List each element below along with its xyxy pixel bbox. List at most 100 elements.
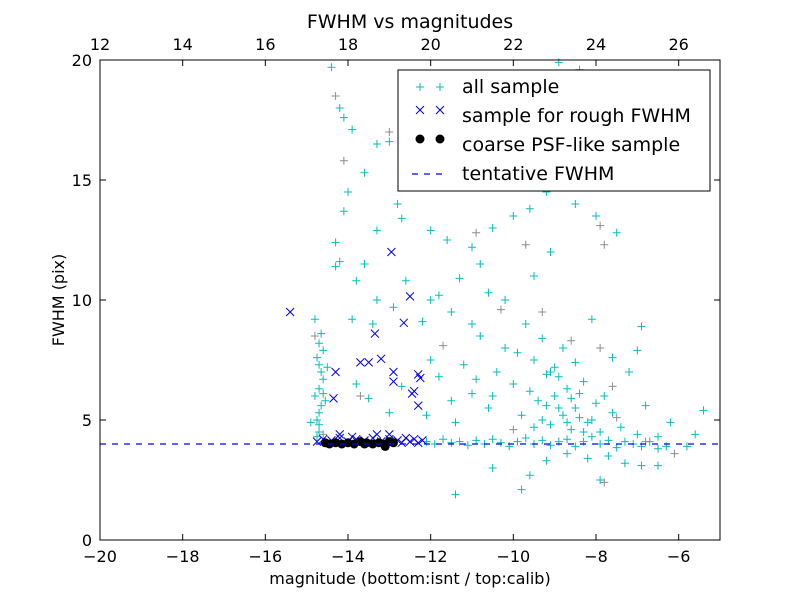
data-point — [575, 413, 584, 422]
y-tick-label: 15 — [72, 171, 92, 190]
legend-label-rough-fwhm: sample for rough FWHM — [462, 105, 691, 127]
data-point — [317, 401, 326, 410]
data-point — [534, 396, 543, 405]
data-point — [530, 423, 538, 432]
x-tick-label: −14 — [331, 547, 365, 566]
data-point — [608, 408, 617, 417]
y-tick-label: 0 — [82, 531, 92, 550]
data-point — [596, 344, 605, 352]
data-point — [315, 339, 324, 348]
data-point — [327, 63, 336, 72]
data-point — [352, 276, 361, 285]
data-point — [563, 384, 572, 393]
data-point — [418, 317, 427, 326]
chart-title: FWHM vs magnitudes — [307, 11, 513, 33]
data-point — [620, 459, 629, 468]
data-point — [509, 425, 518, 434]
data-point — [488, 464, 497, 472]
data-point — [389, 377, 398, 386]
data-point — [319, 389, 328, 398]
data-point — [567, 425, 576, 434]
data-point — [331, 92, 340, 100]
data-point — [397, 214, 406, 223]
legend-label-psf-sample: coarse PSF-like sample — [462, 134, 680, 156]
data-point — [542, 370, 551, 379]
data-point — [517, 411, 526, 420]
data-point — [370, 329, 380, 338]
data-point — [451, 490, 460, 499]
legend-markers — [412, 83, 448, 175]
data-point — [455, 437, 464, 446]
data-point — [496, 305, 505, 314]
data-point — [604, 436, 613, 445]
data-point — [525, 471, 534, 480]
data-point — [317, 329, 326, 338]
data-point — [323, 363, 332, 372]
data-point — [550, 363, 559, 372]
data-point — [401, 276, 410, 285]
data-point — [439, 341, 448, 350]
data-point — [699, 406, 708, 415]
data-point — [525, 387, 534, 396]
data-point — [348, 125, 357, 134]
data-point — [596, 476, 605, 484]
data-point — [317, 368, 326, 376]
x-tick-label: −18 — [166, 547, 200, 566]
data-point — [542, 456, 551, 465]
data-point — [604, 452, 613, 460]
data-point — [439, 435, 448, 444]
data-point — [521, 240, 530, 249]
data-point — [339, 156, 348, 165]
data-point — [476, 260, 485, 268]
data-point — [385, 137, 394, 146]
data-point — [654, 432, 662, 441]
data-point — [654, 461, 662, 470]
data-point — [313, 353, 321, 362]
data-point — [521, 434, 530, 442]
x-tick-label: −16 — [248, 547, 282, 566]
data-point — [389, 303, 398, 312]
data-point — [335, 257, 344, 266]
y-tick-label: 10 — [72, 291, 92, 310]
data-point — [592, 212, 600, 220]
data-point — [608, 382, 617, 391]
data-point — [348, 315, 357, 324]
legend-label-all-sample: all sample — [462, 76, 559, 98]
top-tick-label: 14 — [172, 35, 192, 54]
data-point — [415, 373, 425, 383]
data-point — [339, 113, 348, 122]
data-point — [587, 315, 596, 324]
top-tick-label: 26 — [668, 35, 688, 54]
data-point — [563, 418, 572, 427]
data-point — [550, 392, 559, 400]
legend-marker-psf-sample — [415, 134, 425, 144]
data-point — [509, 380, 518, 388]
data-point — [517, 485, 526, 494]
data-point — [654, 444, 662, 453]
data-point — [319, 430, 328, 439]
data-point — [587, 432, 596, 441]
data-point — [372, 226, 381, 235]
data-point — [583, 454, 592, 463]
data-point — [331, 238, 340, 247]
data-point — [388, 438, 398, 448]
top-tick-label: 22 — [503, 35, 523, 54]
data-point — [459, 360, 468, 369]
data-point — [587, 416, 596, 424]
data-point — [405, 292, 415, 301]
data-point — [567, 336, 576, 345]
data-point — [637, 461, 646, 470]
data-point — [310, 315, 319, 324]
data-point — [352, 380, 361, 388]
data-point — [612, 228, 621, 237]
legend-box — [397, 69, 711, 192]
data-point — [356, 392, 365, 400]
data-point — [455, 274, 464, 283]
data-point — [434, 372, 443, 381]
data-point — [472, 228, 481, 237]
legend-marker-psf-sample — [435, 134, 445, 144]
data-point — [575, 389, 584, 398]
data-point — [397, 382, 406, 391]
data-point — [380, 441, 390, 451]
data-point — [546, 368, 555, 376]
